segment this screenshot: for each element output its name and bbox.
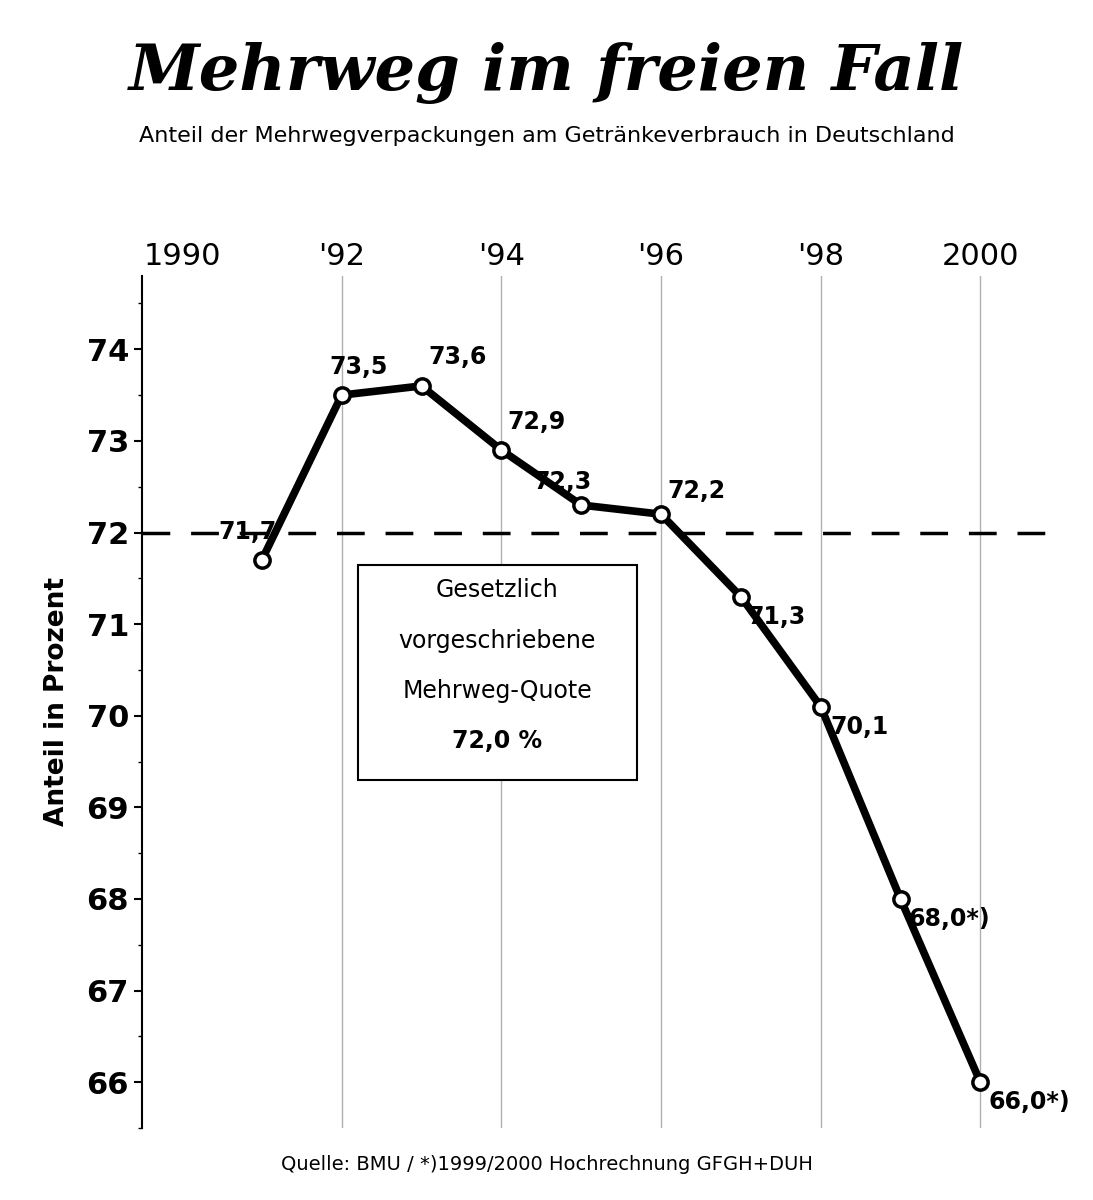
Text: Mehrweg-Quote: Mehrweg-Quote: [402, 679, 592, 703]
Bar: [357, 564, 637, 780]
Text: 68,0*): 68,0*): [908, 907, 990, 931]
Text: 73,5: 73,5: [330, 355, 388, 379]
Text: 71,3: 71,3: [748, 605, 806, 629]
Text: Anteil der Mehrwegverpackungen am Getränkeverbrauch in Deutschland: Anteil der Mehrwegverpackungen am Geträn…: [139, 126, 954, 146]
Y-axis label: Anteil in Prozent: Anteil in Prozent: [44, 577, 70, 827]
Text: 70,1: 70,1: [831, 715, 889, 739]
Text: 73,6: 73,6: [427, 346, 486, 370]
Text: vorgeschriebene: vorgeschriebene: [399, 629, 596, 653]
Text: 66,0*): 66,0*): [988, 1091, 1070, 1115]
Text: 72,0 %: 72,0 %: [453, 730, 542, 754]
Text: 72,9: 72,9: [508, 409, 566, 433]
Text: 71,7: 71,7: [218, 520, 277, 544]
Text: Quelle: BMU / *)1999/2000 Hochrechnung GFGH+DUH: Quelle: BMU / *)1999/2000 Hochrechnung G…: [281, 1154, 812, 1174]
Text: Mehrweg im freien Fall: Mehrweg im freien Fall: [129, 42, 964, 104]
Text: Gesetzlich: Gesetzlich: [436, 578, 559, 602]
Text: 72,3: 72,3: [533, 470, 591, 494]
Text: 72,2: 72,2: [668, 479, 726, 503]
